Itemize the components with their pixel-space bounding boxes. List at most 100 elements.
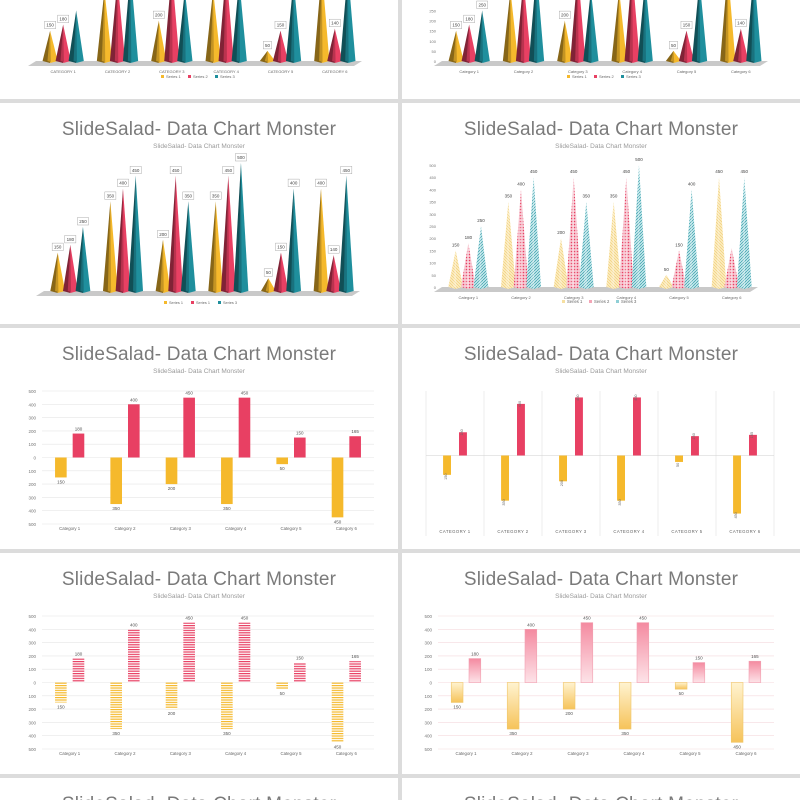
data-label-box bbox=[77, 217, 89, 226]
y-tick-label: 300 bbox=[424, 720, 432, 725]
cone-face bbox=[520, 0, 525, 62]
slide-title: SlideSalad- Data Chart Monster bbox=[61, 569, 337, 590]
data-label-box bbox=[64, 235, 77, 244]
data-label-box bbox=[209, 191, 222, 200]
cone-face bbox=[518, 189, 522, 288]
category-label: Category 1 bbox=[459, 295, 479, 300]
y-tick-label: 0 bbox=[434, 285, 437, 290]
bar-series-1 bbox=[276, 682, 288, 690]
slide-8[interactable]: SlideSalad- Data Chart Monster SlideSala… bbox=[402, 553, 800, 774]
cone-face bbox=[453, 30, 457, 62]
cone-bar bbox=[188, 201, 196, 293]
data-label: 180 bbox=[465, 17, 473, 22]
cone-face bbox=[213, 201, 217, 292]
bar-series-2 bbox=[294, 437, 306, 458]
slide-6[interactable]: SlideSalad- Data Chart Monster SlideSala… bbox=[402, 328, 800, 549]
cone-bar bbox=[686, 30, 695, 63]
category-label: Category 2 bbox=[114, 751, 136, 756]
slide-1[interactable]: 150 180 CATEGORY 1 CATEGORY 2 200 CATEGORY 3 C… bbox=[0, 0, 398, 99]
data-label-box bbox=[327, 245, 340, 254]
bar-series-2 bbox=[691, 436, 699, 456]
category-label: Category 3 bbox=[170, 751, 192, 756]
cone-face bbox=[689, 189, 693, 288]
cone-face bbox=[636, 165, 640, 288]
slide-2[interactable]: 0 50 100 150 200 250 150 180 250 Category 1 Catego… bbox=[402, 0, 800, 99]
category-label: Category 2 bbox=[511, 295, 531, 300]
y-tick-label: 500 bbox=[28, 389, 36, 394]
y-tick-label: 450 bbox=[429, 175, 436, 180]
data-label: 150 bbox=[57, 704, 65, 709]
cone-bar bbox=[456, 30, 464, 63]
cone-shadow-side bbox=[513, 189, 521, 289]
data-label: 50 bbox=[266, 270, 272, 275]
cone-bar bbox=[240, 163, 249, 293]
slide-9[interactable]: SlideSalad- Data Chart Monster bbox=[0, 778, 398, 800]
data-label: 50 bbox=[676, 463, 680, 467]
data-label-box bbox=[287, 178, 300, 187]
cone-face bbox=[278, 252, 282, 292]
data-label-box bbox=[235, 153, 247, 162]
cone-face bbox=[611, 201, 615, 288]
category-label: CATEGORY 4 bbox=[213, 69, 239, 74]
category-label: Category 1 bbox=[459, 69, 479, 74]
data-label: 50 bbox=[671, 43, 677, 48]
cone-bar bbox=[586, 201, 594, 289]
y-tick-label: 250 bbox=[429, 224, 436, 229]
legend-swatch bbox=[589, 300, 592, 303]
cone-face bbox=[729, 247, 733, 288]
cone-bar bbox=[239, 0, 247, 63]
bar-series-2 bbox=[580, 622, 594, 683]
slide-4[interactable]: SlideSalad- Data Chart Monster SlideSala… bbox=[402, 103, 800, 324]
cone-bar bbox=[321, 188, 329, 293]
bar-series-2 bbox=[692, 662, 706, 683]
data-label: 50 bbox=[280, 466, 286, 471]
cone-face bbox=[291, 188, 295, 292]
slide-7[interactable]: SlideSalad- Data Chart Monster SlideSala… bbox=[0, 553, 398, 774]
legend-label: Series 2 bbox=[193, 74, 208, 79]
cone-bar bbox=[699, 0, 708, 63]
cone-face bbox=[465, 243, 470, 288]
data-label: 150 bbox=[57, 479, 65, 484]
cone-face bbox=[531, 177, 535, 288]
bar-series-2 bbox=[128, 404, 140, 458]
y-tick-label: 400 bbox=[28, 627, 36, 632]
cone-face bbox=[160, 239, 164, 292]
legend-swatch bbox=[562, 300, 565, 303]
slide-10[interactable]: SlideSalad- Data Chart Monster bbox=[402, 778, 800, 800]
data-label: 200 bbox=[168, 486, 176, 491]
slide-3[interactable]: SlideSalad- Data Chart Monster SlideSala… bbox=[0, 103, 398, 324]
data-label: 200 bbox=[561, 13, 569, 18]
data-label: 450 bbox=[241, 616, 249, 621]
data-label-box bbox=[735, 18, 747, 27]
cone-face bbox=[629, 0, 633, 62]
cone-face bbox=[55, 252, 59, 292]
data-label-box bbox=[274, 21, 287, 29]
cone-face bbox=[741, 177, 746, 288]
cone-face bbox=[265, 278, 270, 292]
data-label: 450 bbox=[241, 391, 249, 396]
data-label-box bbox=[669, 41, 678, 50]
category-label: CATEGORY 3 bbox=[159, 69, 185, 74]
cone-bar bbox=[280, 30, 289, 63]
y-tick-label: 500 bbox=[28, 614, 36, 619]
cone-bar bbox=[638, 165, 647, 289]
data-label: 450 bbox=[576, 394, 580, 400]
cone-face bbox=[588, 0, 592, 62]
bar-series-2 bbox=[349, 436, 361, 458]
data-label: 400 bbox=[119, 181, 127, 186]
slide-title: SlideSalad- Data Chart Monster bbox=[402, 794, 800, 800]
data-label: 140 bbox=[737, 21, 745, 26]
slide-5[interactable]: SlideSalad- Data Chart Monster SlideSala… bbox=[0, 328, 398, 549]
cone-bar bbox=[213, 0, 221, 63]
data-label: 200 bbox=[168, 711, 176, 716]
cone-bar bbox=[50, 30, 58, 63]
y-tick-label: 350 bbox=[429, 200, 436, 205]
y-tick-label: 200 bbox=[28, 482, 36, 487]
data-label-box bbox=[51, 242, 64, 251]
cone-face bbox=[575, 0, 579, 62]
data-label-box bbox=[463, 14, 475, 23]
data-label-box bbox=[680, 21, 693, 29]
cone-face bbox=[236, 0, 240, 62]
cone-bar bbox=[57, 252, 66, 293]
cone-shadow-side bbox=[711, 177, 720, 289]
